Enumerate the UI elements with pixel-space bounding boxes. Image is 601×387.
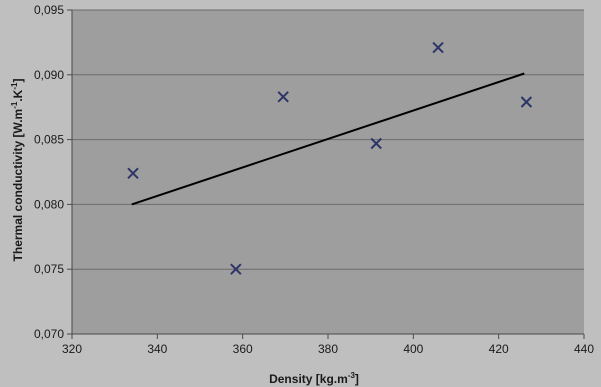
x-tick-label: 360 (233, 342, 253, 356)
data-point (520, 96, 533, 108)
axes (67, 9, 585, 339)
data-point (127, 167, 139, 180)
x-tick-label: 440 (574, 342, 594, 356)
plot-area (72, 10, 584, 334)
y-tick-labels: 0,070 0,075 0,080 0,085 0,090 0,095 (34, 3, 64, 341)
y-tick-label: 0,070 (34, 327, 64, 341)
data-point (432, 41, 444, 54)
y-tick-label: 0,090 (34, 68, 64, 82)
trendline (131, 72, 525, 206)
y-tick-label: 0,075 (34, 262, 64, 276)
x-tick-label: 400 (403, 342, 423, 356)
x-tick-label: 420 (489, 342, 509, 356)
x-tick-label: 340 (147, 342, 167, 356)
x-tick-label: 380 (318, 342, 338, 356)
data-point (370, 137, 382, 150)
data-point (230, 263, 242, 275)
y-tick-label: 0,080 (34, 197, 64, 211)
trendline-line (131, 72, 525, 206)
y-tick-label: 0,095 (34, 3, 64, 17)
data-point (277, 91, 289, 103)
y-tick-label: 0,085 (34, 133, 64, 147)
data-points (127, 41, 533, 275)
y-axis-title: Thermal conductivity [W.m-1.K-1] (10, 79, 25, 262)
x-tick-labels: 320 340 360 380 400 420 440 (62, 342, 594, 356)
x-tick-label: 320 (62, 342, 82, 356)
x-axis-title: Density [kg.m-3] (269, 371, 359, 386)
